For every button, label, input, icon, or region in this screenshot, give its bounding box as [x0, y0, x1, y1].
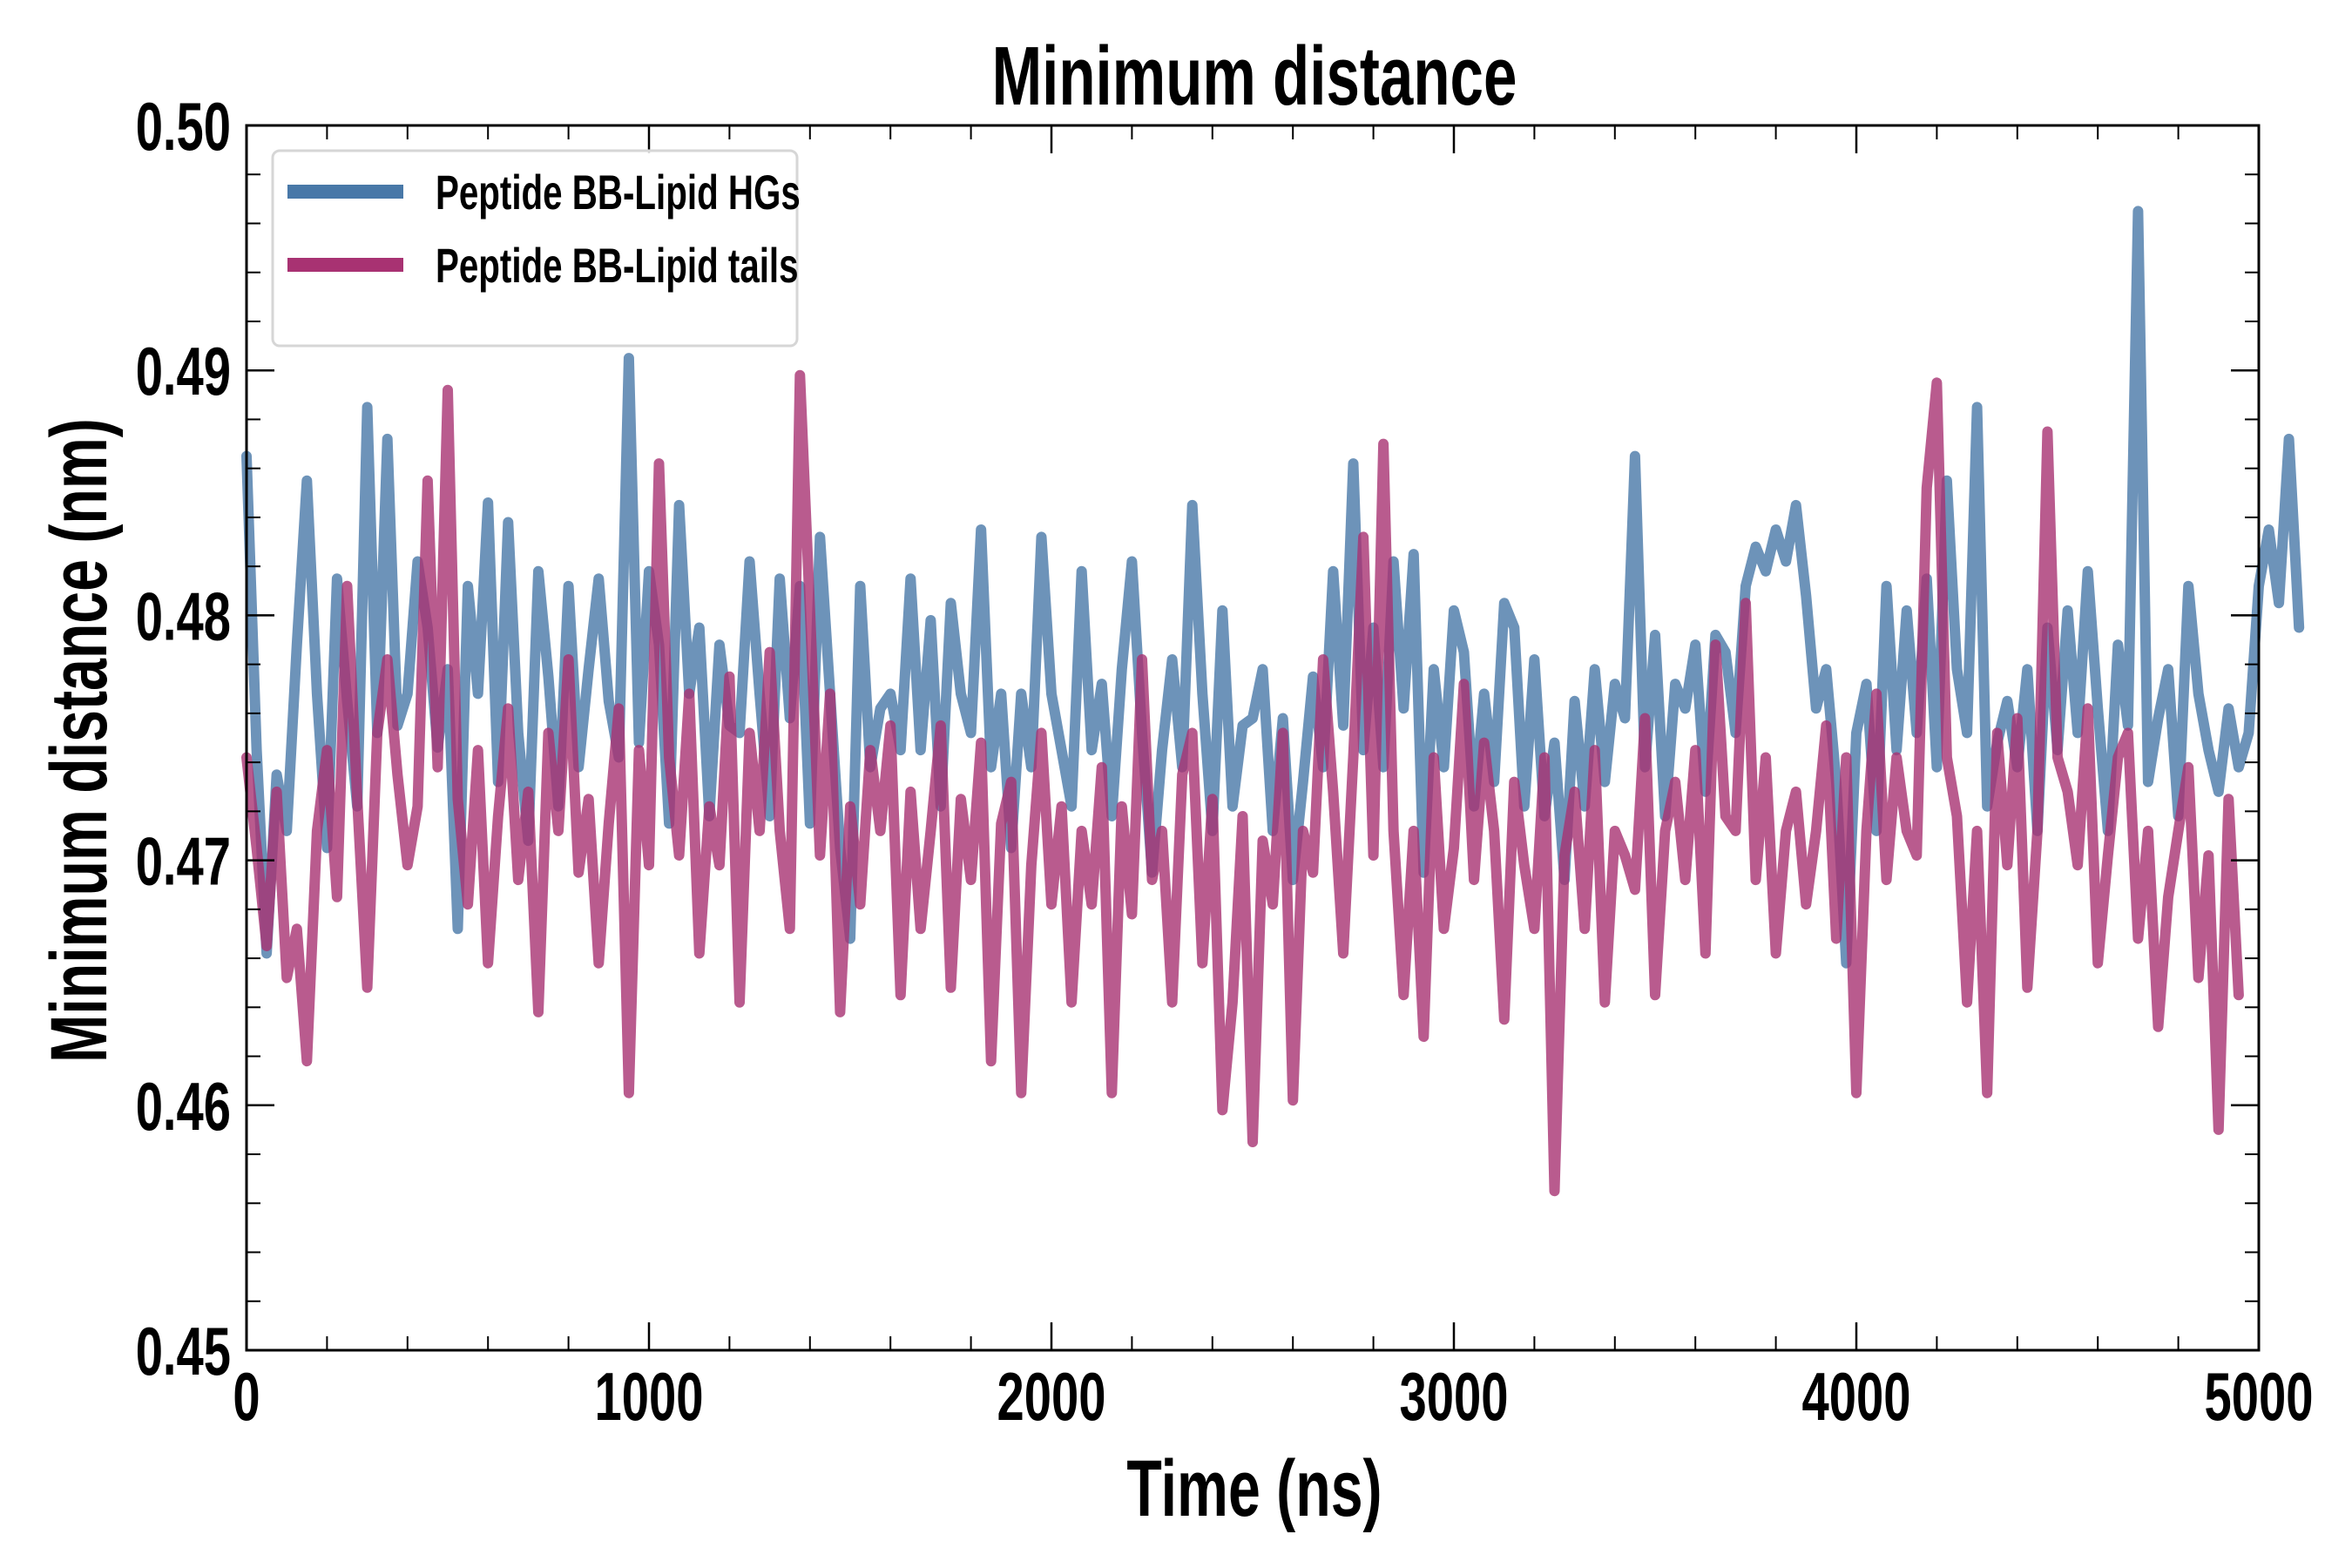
- plot-frame: [245, 124, 2261, 1352]
- legend-label-hgs: Peptide BB-Lipid HGs: [436, 166, 801, 220]
- legend-label-tails: Peptide BB-Lipid tails: [436, 240, 799, 294]
- chart-title: Minimum distance: [992, 29, 1517, 123]
- y-tick-label: 0.50: [136, 89, 231, 165]
- x-tick-label: 1000: [595, 1359, 704, 1435]
- y-tick-label: 0.49: [136, 334, 231, 409]
- series-layer: [241, 206, 2305, 1197]
- x-tick-label: 2000: [997, 1359, 1106, 1435]
- y-tick-label: 0.46: [136, 1069, 231, 1145]
- y-tick-label: 0.45: [136, 1314, 231, 1389]
- series-line-tails: [241, 369, 2244, 1197]
- y-tick-label: 0.48: [136, 578, 231, 654]
- x-tick-label: 4000: [1802, 1359, 1911, 1435]
- y-axis-label: Minimum distance (nm): [33, 418, 123, 1063]
- legend: Peptide BB-Lipid HGs Peptide BB-Lipid ta…: [271, 149, 801, 348]
- ticks-layer: 0 1000 2000 3000 4000 5000 0.45 0.46 0.47 0.48 0.4…: [136, 89, 2314, 1435]
- y-tick-label: 0.47: [136, 824, 231, 900]
- x-tick-label: 0: [233, 1359, 260, 1435]
- x-tick-label: 3000: [1400, 1359, 1509, 1435]
- x-tick-label: 5000: [2205, 1359, 2314, 1435]
- legend-box: [271, 149, 799, 348]
- x-axis-label: Time (ns): [1126, 1443, 1382, 1532]
